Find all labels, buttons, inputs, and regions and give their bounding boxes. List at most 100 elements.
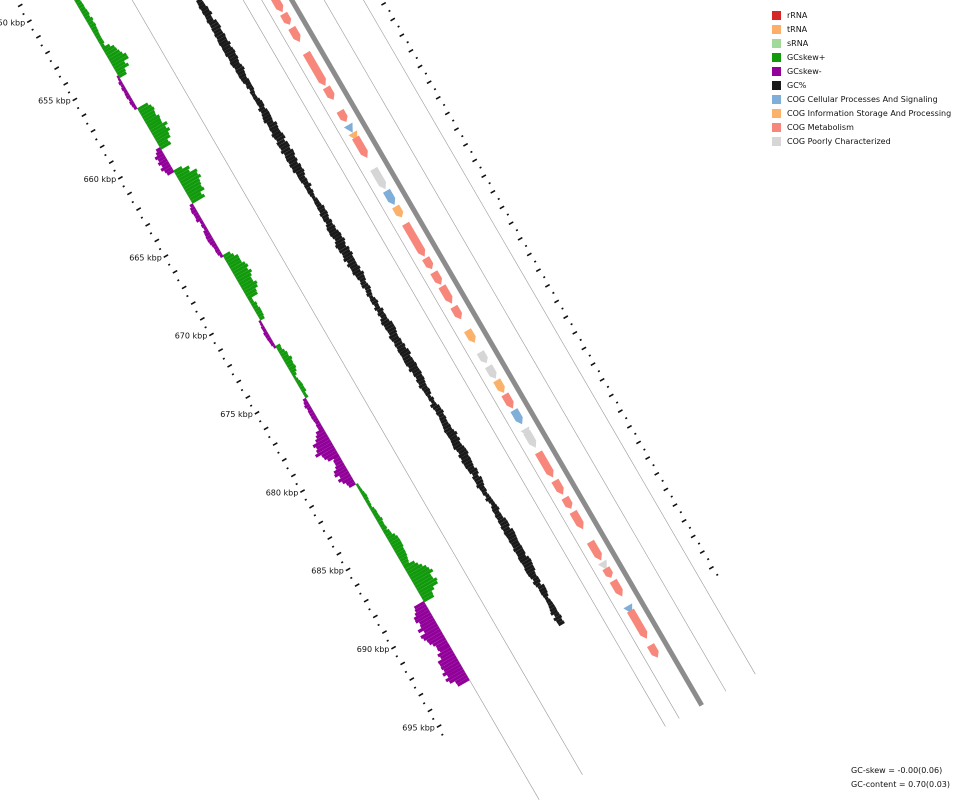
position-tick [245, 395, 251, 400]
gc-skew-bar [315, 433, 328, 443]
gc-skew-bar [446, 666, 464, 678]
gc-skew-bar [232, 263, 249, 275]
position-tick [354, 583, 360, 588]
gc-skew-bar [334, 467, 348, 478]
gc-content-bar [311, 195, 316, 200]
gc-skew-bar [414, 603, 427, 613]
position-labels: 650 kbp 655 kbp 660 kbp 665 kbp 670 kbp 675 k… [0, 18, 435, 732]
gc-content-bar [379, 313, 387, 319]
gc-skew-bar [303, 400, 309, 406]
gc-content-bar [341, 248, 351, 256]
position-tick [624, 417, 628, 420]
position-tick [340, 561, 344, 564]
gc-skew-bar [216, 251, 222, 256]
gc-content-bar [449, 434, 458, 442]
position-tick [318, 520, 324, 525]
position-label: 650 kbp [0, 18, 25, 27]
gc-skew-bar [254, 306, 261, 313]
gc-content-bar [326, 224, 336, 232]
gc-skew-bar [443, 660, 460, 673]
gc-content-bar [256, 99, 264, 106]
position-label: 675 kbp [220, 410, 253, 419]
gc-skew-bar [272, 344, 277, 349]
gc-skew-bar [289, 367, 297, 374]
gc-skew-bar [368, 504, 373, 509]
gc-content-bar [228, 54, 239, 63]
legend-label: COG Information Storage And Processing [787, 108, 952, 118]
gc-skew-bar [240, 278, 254, 289]
gc-content-bar [305, 186, 312, 192]
gc-content-bar [334, 234, 343, 242]
gc-content-bar [529, 573, 538, 580]
gc-content-bar [493, 509, 500, 516]
position-tick [295, 482, 298, 486]
gc-content-bar [423, 387, 431, 394]
gc-content-bar [366, 291, 373, 298]
gc-skew-bar [243, 283, 258, 294]
gc-content-bar [238, 72, 247, 79]
gc-content-bar [412, 370, 422, 378]
position-tick [35, 34, 42, 39]
position-tick [117, 175, 123, 180]
gc-content-bar [499, 519, 509, 527]
gc-skew-bar [376, 516, 383, 523]
position-tick [406, 41, 409, 44]
gc-content-bar [296, 171, 306, 179]
gc-content-bar [229, 58, 240, 66]
gc-content-bar [368, 294, 374, 300]
gc-skew-bar [159, 141, 172, 150]
gc-content-bar [276, 138, 286, 146]
gc-skew-bar [397, 552, 408, 560]
gc-content-bar [312, 197, 319, 203]
gc-skew-bar [355, 483, 360, 487]
legend-label: GC% [787, 80, 807, 90]
gc-content-bar [434, 406, 442, 413]
gc-skew-bar [191, 193, 206, 204]
gc-skew-bar [421, 590, 434, 600]
position-tick [227, 363, 233, 368]
position-tick [85, 122, 89, 125]
gc-skew-bar [301, 387, 307, 393]
legend-swatch [772, 10, 781, 20]
cog-feature [493, 378, 505, 393]
gc-content-bar [275, 134, 286, 143]
legend-swatch [772, 52, 781, 62]
guide-line [363, 0, 756, 675]
cog-feature [551, 478, 564, 495]
gc-content-bar [204, 10, 213, 18]
gc-skew-bar [332, 454, 340, 460]
gc-content-bar [237, 69, 246, 77]
cog-feature [336, 108, 348, 122]
gc-skew-bar [89, 22, 97, 29]
gc-skew-bar [454, 674, 469, 685]
gc-content-bar [548, 603, 556, 610]
gc-content-bar [354, 270, 365, 278]
legend-swatch [772, 108, 781, 118]
position-tick [40, 44, 43, 47]
gc-skew-bar [296, 379, 302, 385]
position-tick [479, 166, 482, 169]
gc-skew-bar [92, 28, 99, 34]
track-guide-lines [73, 0, 756, 800]
gc-skew-bar [74, 0, 81, 4]
gc-skew-bar [179, 171, 199, 185]
gc-skew-bar [186, 184, 203, 196]
gc-skew-bar [435, 639, 448, 649]
gc-content-bar [476, 481, 485, 489]
gc-content-bar [491, 506, 500, 513]
legend-item-rrna: rRNA [772, 8, 951, 22]
gc-skew-bar [258, 320, 262, 324]
gc-content-bar [428, 396, 435, 402]
gc-skew-bar [108, 51, 123, 62]
gc-content-bar [262, 113, 272, 121]
gc-skew-bar [255, 309, 263, 315]
position-tick [22, 12, 25, 16]
cog-feature [609, 578, 623, 597]
gc-content-bar [365, 288, 372, 294]
gc-skew-bar [194, 214, 201, 220]
gc-skew-bar [337, 473, 352, 483]
gc-content-bar [373, 305, 381, 312]
gc-skew-bar [222, 251, 231, 258]
gc-skew-bar [333, 465, 347, 475]
gc-content-bar [291, 162, 302, 171]
